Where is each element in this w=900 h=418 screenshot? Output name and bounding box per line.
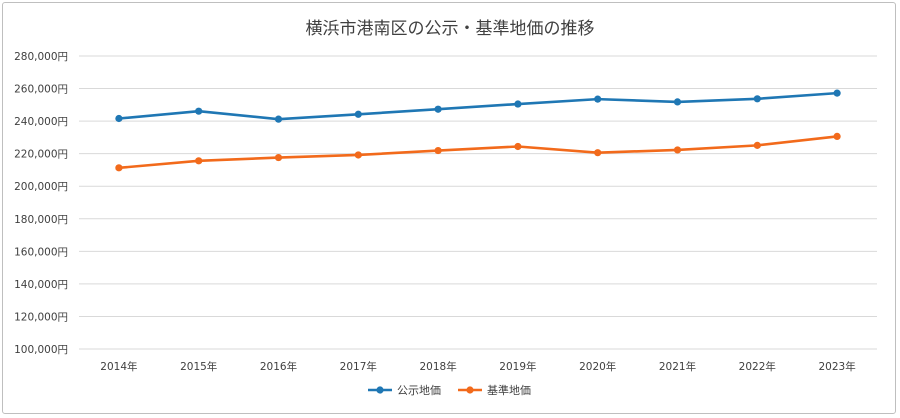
series-line-1 bbox=[118, 135, 838, 170]
data-point bbox=[354, 151, 362, 159]
data-point bbox=[354, 110, 362, 118]
y-tick-label: 220,000円 bbox=[14, 149, 68, 161]
legend-swatch-marker bbox=[466, 386, 474, 394]
y-tick-label: 260,000円 bbox=[14, 84, 68, 96]
series-layer bbox=[115, 89, 841, 172]
data-point bbox=[115, 164, 123, 172]
data-point bbox=[514, 142, 522, 151]
data-point bbox=[434, 146, 442, 155]
x-tick-label: 2014年 bbox=[100, 360, 137, 373]
data-point bbox=[673, 146, 682, 154]
y-tick-label: 180,000円 bbox=[14, 214, 68, 226]
series-line-0 bbox=[118, 91, 838, 121]
data-point bbox=[274, 115, 283, 123]
data-point bbox=[115, 114, 123, 123]
x-tick-label: 2020年 bbox=[579, 360, 616, 373]
grid-lines bbox=[79, 55, 877, 350]
legend-swatch-marker bbox=[376, 386, 384, 394]
y-tick-label: 280,000円 bbox=[14, 51, 68, 63]
x-tick-label: 2016年 bbox=[260, 360, 297, 373]
y-axis-ticks: 100,000円 120,000円 140,000円 160,000円 180,000円… bbox=[14, 51, 68, 356]
data-point bbox=[195, 107, 203, 115]
x-tick-label: 2017年 bbox=[340, 360, 377, 373]
data-point bbox=[833, 89, 841, 97]
legend-label: 基準地価 bbox=[487, 383, 531, 397]
data-point bbox=[514, 100, 522, 108]
data-point bbox=[195, 157, 203, 165]
x-tick-label: 2023年 bbox=[818, 360, 855, 373]
data-point bbox=[274, 153, 283, 162]
chart-title: 横浜市港南区の公示・基準地価の推移 bbox=[305, 19, 595, 39]
data-point bbox=[753, 141, 761, 149]
x-tick-label: 2021年 bbox=[659, 360, 696, 373]
x-axis-ticks: 2014年 2015年 2016年 2017年 2018年 2019年 2020年 2021年… bbox=[100, 360, 855, 373]
data-point bbox=[594, 95, 602, 103]
data-point bbox=[594, 149, 602, 157]
chart-frame bbox=[2, 2, 896, 414]
legend-label: 公示地価 bbox=[397, 384, 441, 397]
y-tick-label: 100,000円 bbox=[14, 344, 68, 356]
x-tick-label: 2015年 bbox=[180, 360, 217, 373]
data-point bbox=[434, 105, 442, 113]
y-tick-label: 140,000円 bbox=[14, 279, 68, 291]
x-tick-label: 2018年 bbox=[419, 360, 456, 373]
x-tick-label: 2022年 bbox=[739, 360, 776, 373]
y-tick-label: 240,000円 bbox=[14, 116, 68, 128]
x-tick-label: 2019年 bbox=[499, 360, 536, 373]
legend: 公示地価 基準地価 bbox=[368, 383, 531, 397]
data-point bbox=[673, 98, 682, 106]
data-point bbox=[833, 132, 841, 141]
data-point bbox=[753, 95, 761, 103]
y-tick-label: 160,000円 bbox=[14, 246, 68, 258]
y-tick-label: 200,000円 bbox=[14, 181, 68, 193]
y-tick-label: 120,000円 bbox=[14, 311, 68, 323]
